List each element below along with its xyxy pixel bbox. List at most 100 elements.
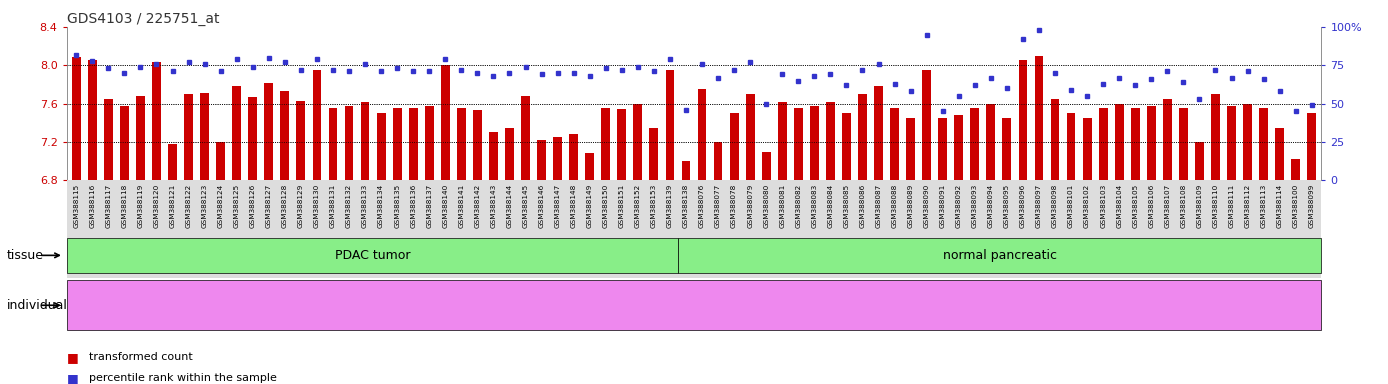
Bar: [1066, 113, 1076, 180]
Bar: [677, 238, 1321, 273]
Bar: [280, 91, 289, 180]
Bar: [537, 140, 545, 180]
Text: GSM388114: GSM388114: [1277, 184, 1283, 228]
Bar: [858, 94, 868, 180]
Bar: [762, 152, 770, 180]
Text: GSM388143: GSM388143: [490, 184, 497, 228]
Text: GSM388151: GSM388151: [619, 184, 625, 228]
Bar: [955, 115, 963, 180]
Text: GSM388112: GSM388112: [1245, 184, 1251, 228]
Text: normal pancreatic: normal pancreatic: [942, 249, 1056, 262]
Text: GSM388095: GSM388095: [1004, 184, 1010, 228]
Text: GSM388089: GSM388089: [908, 184, 913, 228]
Bar: [938, 118, 947, 180]
Text: GSM388077: GSM388077: [715, 184, 722, 228]
Text: GDS4103 / 225751_at: GDS4103 / 225751_at: [67, 12, 219, 25]
Text: GSM388091: GSM388091: [940, 184, 945, 228]
Bar: [1178, 109, 1188, 180]
Text: GSM388083: GSM388083: [812, 184, 818, 228]
Bar: [232, 86, 242, 180]
Bar: [1115, 104, 1124, 180]
Bar: [505, 128, 514, 180]
Bar: [153, 63, 161, 180]
Bar: [698, 89, 706, 180]
Bar: [713, 142, 723, 180]
Text: GSM388113: GSM388113: [1260, 184, 1267, 228]
Bar: [344, 106, 354, 180]
Bar: [119, 106, 129, 180]
Text: GSM388106: GSM388106: [1148, 184, 1155, 228]
Text: GSM388123: GSM388123: [201, 184, 208, 228]
Bar: [970, 109, 979, 180]
Text: GSM388149: GSM388149: [587, 184, 593, 228]
Bar: [665, 70, 675, 180]
Bar: [906, 118, 915, 180]
Text: GSM388137: GSM388137: [426, 184, 432, 228]
Text: PDAC tumor: PDAC tumor: [335, 249, 409, 262]
Bar: [777, 102, 787, 180]
Text: GSM388115: GSM388115: [74, 184, 79, 228]
Text: GSM388147: GSM388147: [555, 184, 561, 228]
Bar: [811, 106, 819, 180]
Bar: [1212, 94, 1220, 180]
Text: GSM388127: GSM388127: [265, 184, 272, 228]
Bar: [409, 109, 418, 180]
Text: GSM388105: GSM388105: [1133, 184, 1138, 228]
Bar: [1195, 142, 1203, 180]
Text: GSM388148: GSM388148: [570, 184, 576, 228]
Text: GSM388109: GSM388109: [1196, 184, 1202, 228]
Text: GSM388099: GSM388099: [1309, 184, 1314, 228]
Text: GSM388130: GSM388130: [314, 184, 319, 228]
Text: GSM388138: GSM388138: [683, 184, 688, 228]
Text: GSM388107: GSM388107: [1165, 184, 1170, 228]
Text: GSM388088: GSM388088: [891, 184, 898, 228]
Text: GSM388135: GSM388135: [394, 184, 400, 228]
Bar: [1276, 128, 1284, 180]
Bar: [569, 134, 577, 180]
Text: ■: ■: [67, 372, 78, 384]
Text: GSM388141: GSM388141: [458, 184, 465, 228]
Text: GSM388125: GSM388125: [233, 184, 240, 228]
Bar: [987, 104, 995, 180]
Bar: [1307, 113, 1316, 180]
Text: GSM388120: GSM388120: [154, 184, 160, 228]
Text: GSM388144: GSM388144: [507, 184, 512, 228]
Text: GSM388145: GSM388145: [522, 184, 529, 228]
Text: GSM388097: GSM388097: [1035, 184, 1042, 228]
Text: GSM388110: GSM388110: [1213, 184, 1219, 228]
Bar: [922, 70, 931, 180]
Bar: [72, 57, 81, 180]
Bar: [67, 238, 677, 273]
Bar: [1083, 118, 1091, 180]
Bar: [1259, 109, 1269, 180]
Bar: [425, 106, 433, 180]
Bar: [601, 108, 611, 180]
Bar: [1019, 61, 1027, 180]
Text: GSM388131: GSM388131: [330, 184, 336, 228]
Text: GSM388152: GSM388152: [634, 184, 641, 228]
Bar: [618, 109, 626, 180]
Bar: [1051, 99, 1059, 180]
Bar: [1163, 99, 1171, 180]
Bar: [1034, 56, 1044, 180]
Bar: [329, 108, 337, 180]
Text: GSM388150: GSM388150: [602, 184, 609, 228]
Bar: [168, 144, 176, 180]
Bar: [361, 102, 369, 180]
Text: GSM388087: GSM388087: [876, 184, 881, 228]
Text: GSM388090: GSM388090: [923, 184, 930, 228]
Text: GSM388102: GSM388102: [1084, 184, 1090, 228]
Text: GSM388111: GSM388111: [1228, 184, 1234, 228]
Bar: [1099, 109, 1108, 180]
Bar: [264, 83, 273, 180]
Bar: [826, 102, 834, 180]
Bar: [890, 109, 899, 180]
Bar: [1227, 106, 1235, 180]
Bar: [136, 96, 144, 180]
Bar: [87, 61, 97, 180]
Text: GSM388142: GSM388142: [475, 184, 480, 228]
Text: GSM388092: GSM388092: [956, 184, 962, 228]
Text: GSM388133: GSM388133: [362, 184, 368, 228]
Bar: [1291, 159, 1301, 180]
Text: ■: ■: [67, 351, 78, 364]
